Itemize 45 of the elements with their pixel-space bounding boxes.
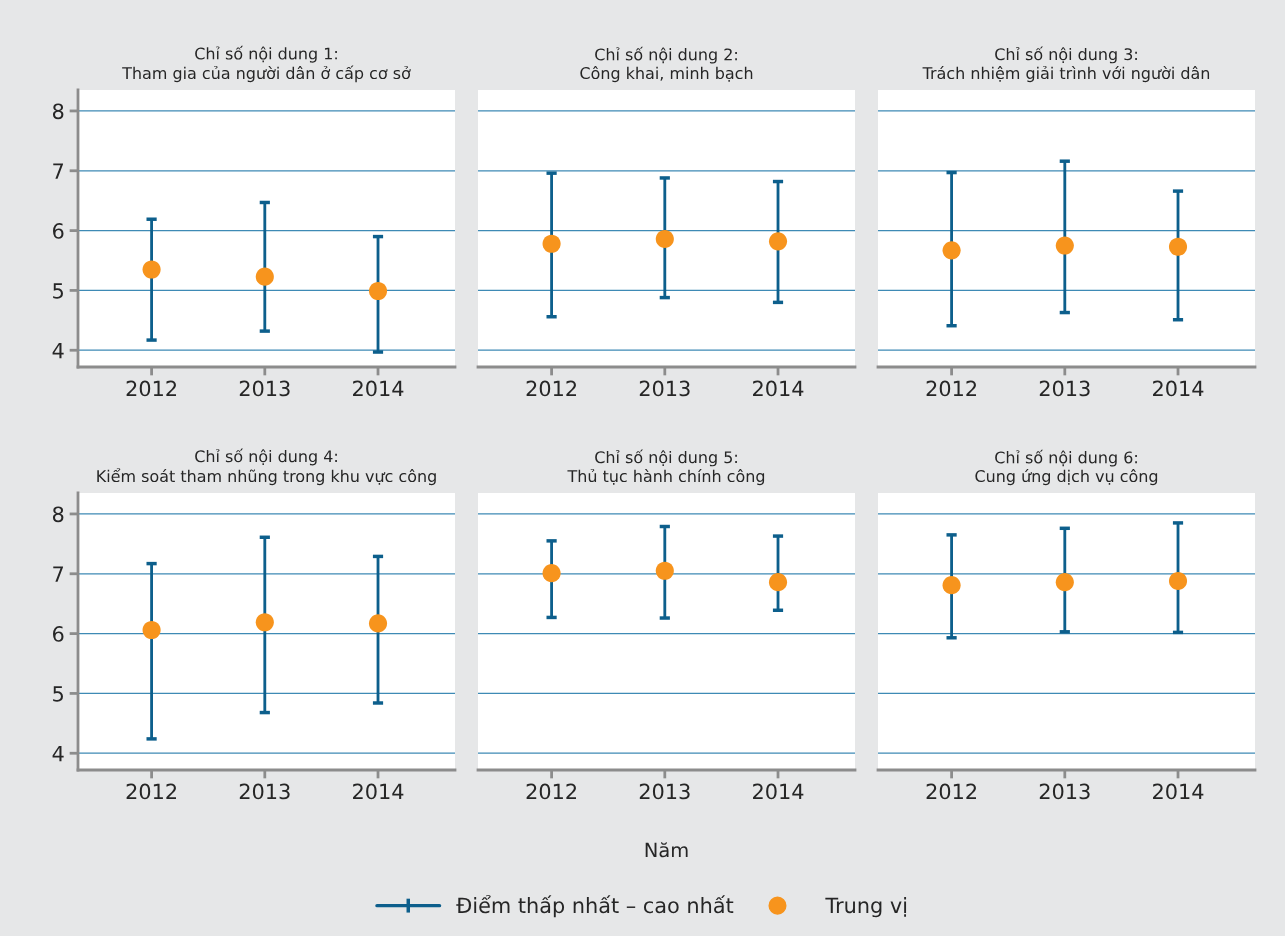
- x-tick-label: 2014: [353, 380, 404, 397]
- legend-label: Điểm thấp nhất – cao nhất: [456, 895, 734, 918]
- x-tick-label: 2012: [926, 380, 977, 397]
- y-tick-label: 8: [52, 506, 64, 523]
- y-tick-label: 5: [53, 686, 63, 702]
- y-tick-label: 8: [52, 103, 64, 120]
- x-tick-label: 2014: [1153, 380, 1204, 397]
- chart-title: Chỉ số nội dung 5: Thủ tục hành chính công: [567, 449, 765, 486]
- x-tick-label: 2013: [1039, 783, 1090, 800]
- x-axis-title: Năm: [645, 842, 688, 858]
- point: [368, 614, 388, 633]
- x-tick-label: 2014: [1153, 783, 1204, 800]
- bar: [150, 563, 153, 739]
- x-tick-label: 2012: [126, 380, 177, 397]
- x-tick-label: 2013: [639, 380, 690, 397]
- x-tick-label: 2012: [526, 783, 577, 800]
- y-tick-label: 4: [52, 745, 64, 762]
- chart-title: Chỉ số nội dung 6: Cung ứng dịch vụ công: [975, 449, 1158, 486]
- x-tick-label: 2013: [639, 783, 690, 800]
- y-tick-label: 4: [52, 342, 64, 359]
- y-tick-label: 6: [53, 223, 64, 239]
- y-tick-label: 7: [53, 566, 64, 582]
- chart-title: Chỉ số nội dung 3: Trách nhiệm giải trình với người dân: [922, 46, 1210, 83]
- x-tick-label: 2013: [239, 380, 290, 397]
- legend-label: Trung vị: [825, 897, 907, 918]
- x-tick-label: 2012: [526, 380, 577, 397]
- point: [142, 260, 161, 279]
- y-tick-label: 7: [53, 163, 64, 179]
- point: [368, 281, 388, 301]
- x-tick-label: 2012: [126, 783, 177, 800]
- y-tick-label: 5: [53, 283, 63, 299]
- y-tick-label: 6: [53, 626, 64, 642]
- chart-title: Chỉ số nội dung 4: Kiểm soát tham nhũng trong khu vực công: [97, 448, 436, 486]
- point: [255, 613, 274, 632]
- point: [142, 620, 161, 640]
- x-tick-label: 2013: [239, 783, 290, 800]
- x-tick-label: 2014: [353, 783, 404, 800]
- bar: [263, 537, 267, 713]
- point: [255, 267, 274, 286]
- chart-title: Chỉ số nội dung 2: Công khai, minh bạch: [580, 46, 753, 83]
- x-tick-label: 2012: [926, 783, 977, 800]
- x-tick-label: 2014: [753, 783, 804, 800]
- x-tick-label: 2013: [1039, 380, 1090, 397]
- chart-title: Chỉ số nội dung 1: Tham gia của người dân ở cấp cơ sở: [122, 45, 411, 83]
- x-tick-label: 2014: [753, 380, 804, 397]
